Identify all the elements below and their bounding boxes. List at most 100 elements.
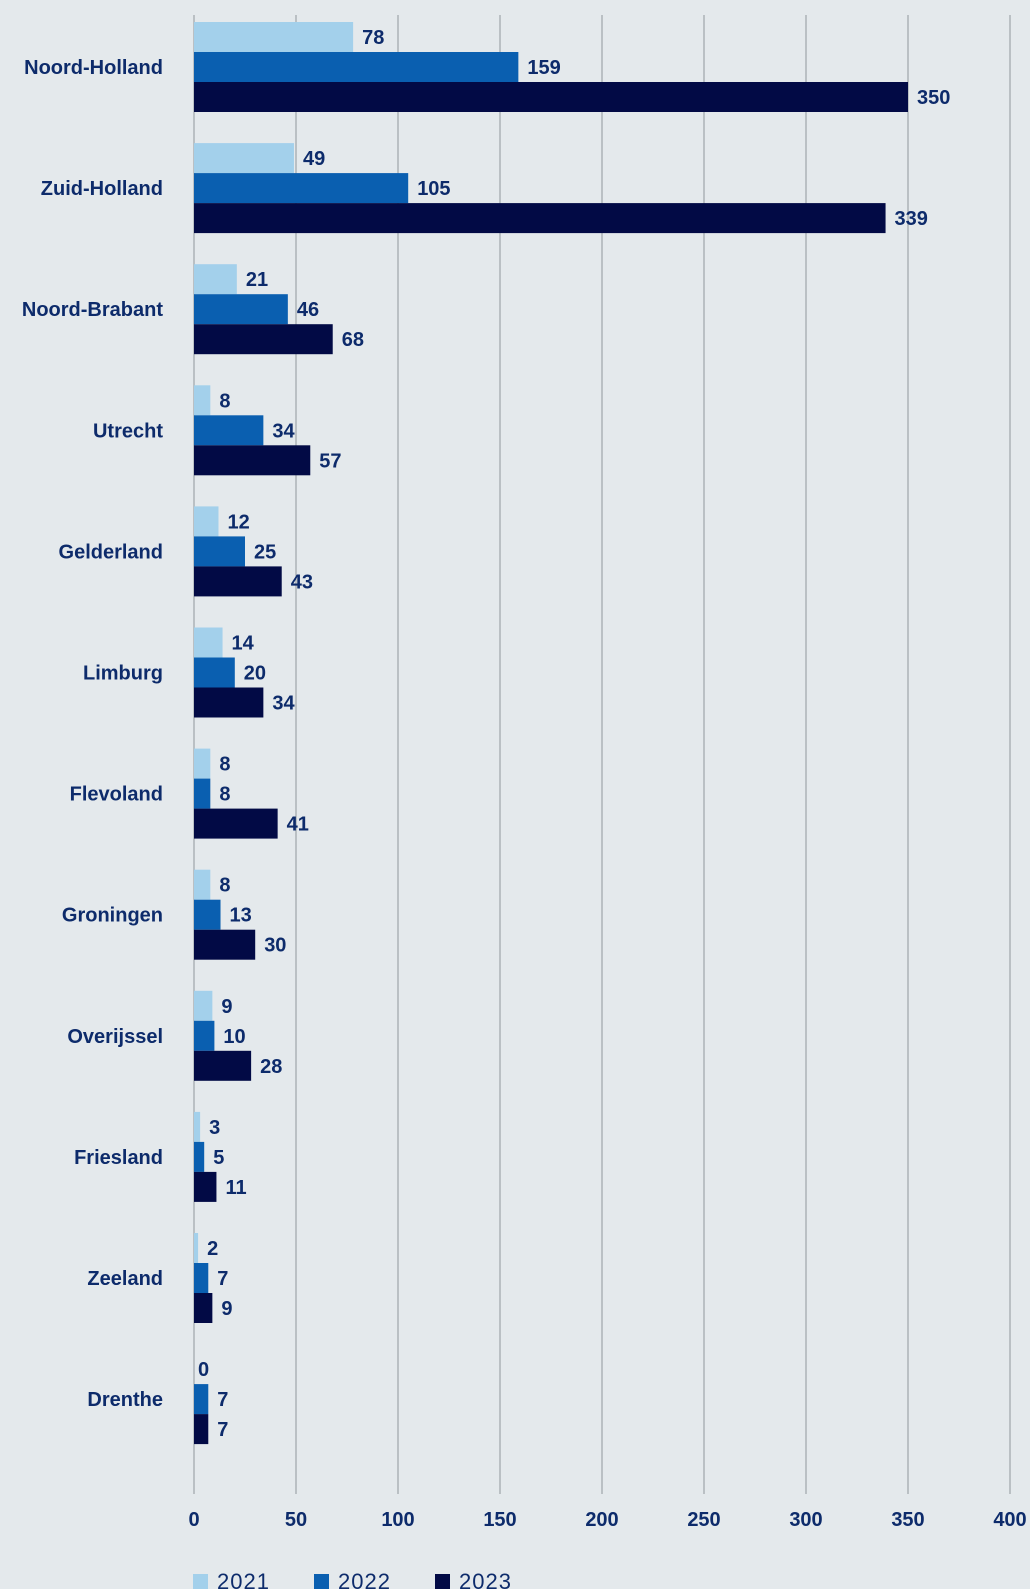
bar-noord-holland-2021 <box>194 22 354 52</box>
grid-lines <box>193 15 1011 1494</box>
category-label-overijssel: Overijssel <box>67 1026 163 1048</box>
x-tick-label-400: 400 <box>993 1509 1026 1531</box>
legend-swatch-2022 <box>314 1574 329 1589</box>
bar-zeeland-2021 <box>194 1233 199 1263</box>
bar-groningen-2023 <box>194 929 256 960</box>
value-label-utrecht-2023: 57 <box>319 450 341 472</box>
value-label-zeeland-2022: 7 <box>217 1268 228 1290</box>
x-tick-label-0: 0 <box>188 1509 199 1531</box>
bar-noord-brabant-2022 <box>194 294 288 325</box>
bar-gelderland-2021 <box>194 506 219 537</box>
value-label-gelderland-2023: 43 <box>291 571 313 593</box>
bar-utrecht-2021 <box>194 385 211 416</box>
bar-drenthe-2022 <box>194 1384 209 1415</box>
value-label-groningen-2021: 8 <box>219 875 230 897</box>
legend: 2021 2022 2023 <box>193 1569 512 1589</box>
x-axis-ticks: 0 50 100 150 200 250 300 350 400 <box>188 1509 1026 1531</box>
category-label-groningen: Groningen <box>62 905 163 927</box>
category-label-zuid-holland: Zuid-Holland <box>41 178 163 200</box>
bar-limburg-2023 <box>194 687 264 718</box>
category-label-limburg: Limburg <box>83 663 163 685</box>
value-label-noord-brabant-2022: 46 <box>297 299 319 321</box>
bar-overijssel-2022 <box>194 1020 215 1051</box>
bar-flevoland-2023 <box>194 808 278 839</box>
x-tick-label-250: 250 <box>687 1509 720 1531</box>
bar-utrecht-2023 <box>194 445 311 476</box>
bar-noord-holland-2022 <box>194 52 519 82</box>
bar-zuid-holland-2022 <box>194 173 409 204</box>
value-label-friesland-2022: 5 <box>213 1147 224 1169</box>
x-tick-label-300: 300 <box>789 1509 822 1531</box>
legend-swatch-2021 <box>193 1574 208 1589</box>
value-label-drenthe-2021: 0 <box>198 1359 209 1381</box>
value-label-zuid-holland-2022: 105 <box>417 178 450 200</box>
bar-drenthe-2023 <box>194 1414 209 1445</box>
category-label-noord-holland: Noord-Holland <box>24 57 163 79</box>
x-tick-label-150: 150 <box>483 1509 516 1531</box>
value-label-flevoland-2023: 41 <box>287 814 309 836</box>
bar-groningen-2022 <box>194 899 221 930</box>
value-label-zeeland-2021: 2 <box>207 1238 218 1260</box>
value-label-groningen-2023: 30 <box>264 935 286 957</box>
x-tick-label-100: 100 <box>381 1509 414 1531</box>
bar-zuid-holland-2023 <box>194 203 886 234</box>
value-label-friesland-2023: 11 <box>225 1177 246 1199</box>
bar-friesland-2021 <box>194 1111 201 1142</box>
value-label-drenthe-2022: 7 <box>217 1389 228 1411</box>
bar-noord-brabant-2023 <box>194 324 333 355</box>
value-label-limburg-2023: 34 <box>272 693 295 715</box>
x-tick-label-350: 350 <box>891 1509 924 1531</box>
bar-friesland-2022 <box>194 1141 205 1172</box>
value-label-zuid-holland-2023: 339 <box>895 208 928 230</box>
bar-zeeland-2023 <box>194 1293 213 1323</box>
bar-noord-holland-2023 <box>194 82 908 112</box>
bars <box>194 22 908 1445</box>
category-label-noord-brabant: Noord-Brabant <box>22 299 163 321</box>
category-labels: Noord-Holland Zuid-Holland Noord-Brabant Ut… <box>22 57 163 1411</box>
bar-noord-brabant-2021 <box>194 264 237 295</box>
value-label-overijssel-2022: 10 <box>223 1026 245 1048</box>
legend-label-2022: 2022 <box>338 1569 391 1589</box>
bar-gelderland-2022 <box>194 536 245 567</box>
value-label-utrecht-2021: 8 <box>219 390 230 412</box>
value-label-limburg-2021: 14 <box>232 633 255 655</box>
bar-zeeland-2022 <box>194 1263 209 1293</box>
value-label-flevoland-2022: 8 <box>219 784 230 806</box>
legend-swatch-2023 <box>435 1574 450 1589</box>
bar-zuid-holland-2021 <box>194 143 294 174</box>
value-label-zeeland-2023: 9 <box>221 1298 232 1320</box>
bar-limburg-2022 <box>194 657 235 688</box>
bar-utrecht-2022 <box>194 415 264 446</box>
value-labels: 7815935049105339214668834571225431420348… <box>198 27 950 1441</box>
legend-label-2021: 2021 <box>217 1569 270 1589</box>
bar-flevoland-2021 <box>194 748 211 779</box>
value-label-utrecht-2022: 34 <box>272 420 295 442</box>
value-label-overijssel-2021: 9 <box>221 996 232 1018</box>
value-label-zuid-holland-2021: 49 <box>303 148 325 170</box>
value-label-drenthe-2023: 7 <box>217 1419 228 1441</box>
bar-flevoland-2022 <box>194 778 211 809</box>
value-label-noord-holland-2023: 350 <box>917 87 950 109</box>
value-label-flevoland-2021: 8 <box>219 754 230 776</box>
bar-overijssel-2023 <box>194 1050 252 1081</box>
value-label-friesland-2021: 3 <box>209 1117 220 1139</box>
bar-gelderland-2023 <box>194 566 282 597</box>
value-label-gelderland-2022: 25 <box>254 541 276 563</box>
value-label-noord-brabant-2021: 21 <box>246 269 268 291</box>
bar-friesland-2023 <box>194 1171 217 1202</box>
x-tick-label-50: 50 <box>285 1509 307 1531</box>
category-label-zeeland: Zeeland <box>87 1268 163 1290</box>
value-label-noord-holland-2022: 159 <box>527 57 560 79</box>
category-label-utrecht: Utrecht <box>93 420 163 442</box>
legend-label-2023: 2023 <box>459 1569 512 1589</box>
value-label-noord-holland-2021: 78 <box>362 27 384 49</box>
value-label-groningen-2022: 13 <box>230 905 252 927</box>
category-label-gelderland: Gelderland <box>59 541 163 563</box>
bar-limburg-2021 <box>194 627 223 658</box>
bar-overijssel-2021 <box>194 990 213 1021</box>
category-label-friesland: Friesland <box>74 1147 163 1169</box>
category-label-flevoland: Flevoland <box>70 784 163 806</box>
value-label-limburg-2022: 20 <box>244 663 266 685</box>
value-label-overijssel-2023: 28 <box>260 1056 282 1078</box>
